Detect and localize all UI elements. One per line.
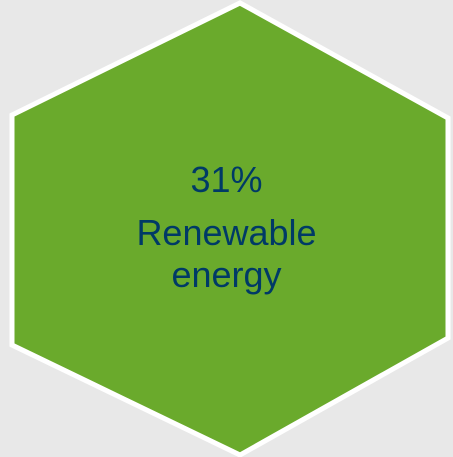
stat-label: Renewable energy [136, 211, 317, 295]
hexagon-polygon [9, 0, 451, 457]
stat-percentage: 31% [190, 158, 263, 200]
